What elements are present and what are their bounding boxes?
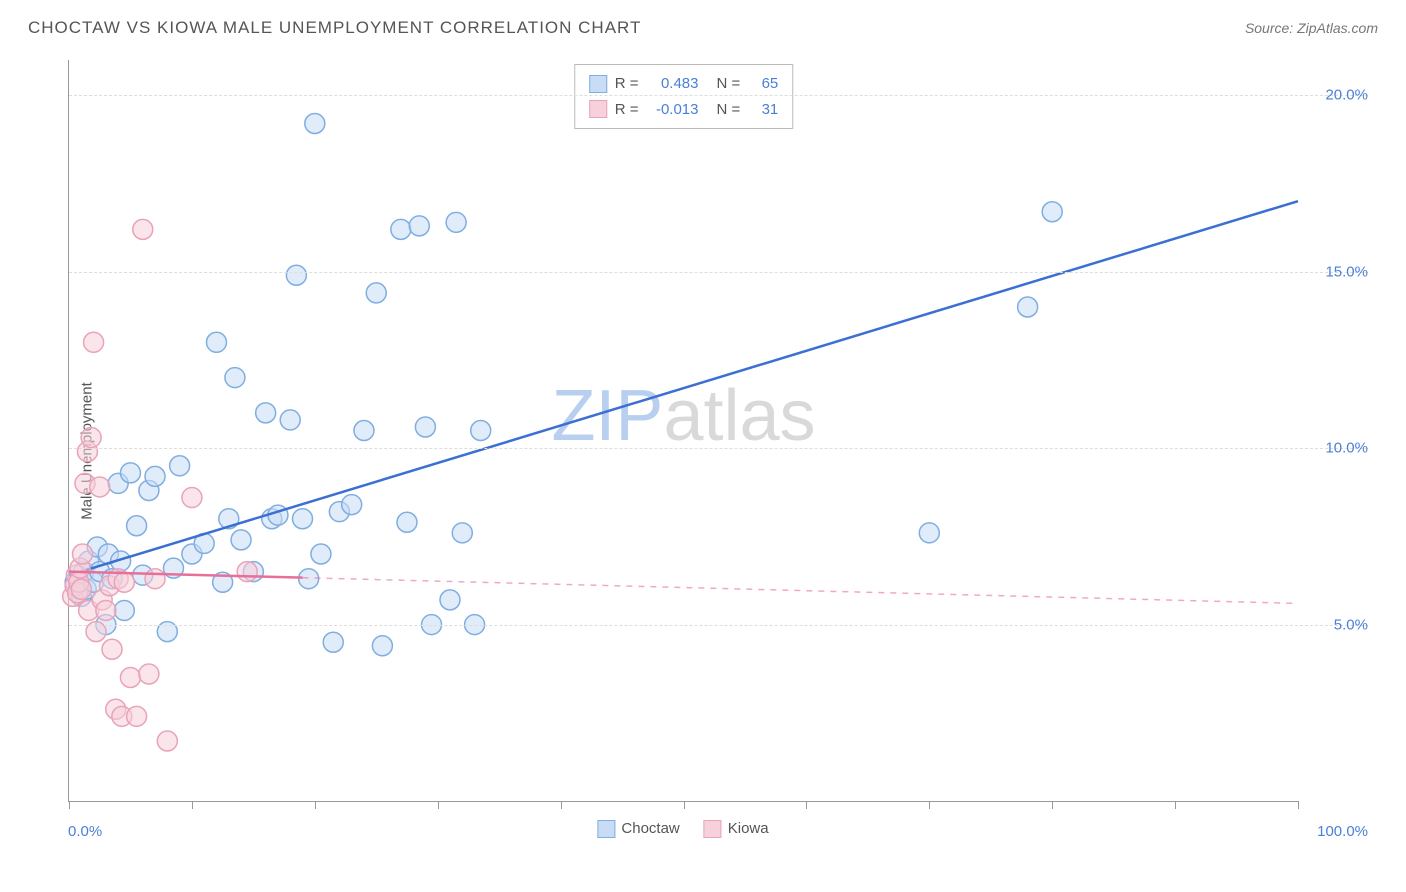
data-point — [145, 466, 165, 486]
trend-line — [69, 201, 1298, 575]
data-point — [440, 590, 460, 610]
data-point — [256, 403, 276, 423]
data-point — [182, 488, 202, 508]
data-point — [170, 456, 190, 476]
data-point — [354, 421, 374, 441]
data-point — [96, 600, 116, 620]
data-point — [280, 410, 300, 430]
x-tick — [1298, 801, 1299, 809]
x-tick — [561, 801, 562, 809]
data-point — [305, 114, 325, 134]
gridline — [69, 95, 1368, 96]
data-point — [452, 523, 472, 543]
legend-swatch — [589, 75, 607, 93]
data-point — [1018, 297, 1038, 317]
data-point — [919, 523, 939, 543]
r-label: R = — [615, 97, 639, 123]
data-point — [415, 417, 435, 437]
data-point — [102, 639, 122, 659]
n-label: N = — [717, 71, 741, 97]
data-point — [114, 600, 134, 620]
x-tick — [806, 801, 807, 809]
data-point — [372, 636, 392, 656]
data-point — [84, 332, 104, 352]
legend-item: Choctaw — [597, 820, 679, 838]
data-point — [73, 544, 93, 564]
data-point — [157, 731, 177, 751]
legend-label: Choctaw — [621, 820, 679, 837]
legend-row: R = 0.483 N = 65 — [589, 71, 779, 97]
n-value: 65 — [748, 71, 778, 97]
legend-item: Kiowa — [704, 820, 769, 838]
legend-swatch — [597, 820, 615, 838]
legend-swatch — [704, 820, 722, 838]
data-point — [120, 463, 140, 483]
r-value: 0.483 — [647, 71, 699, 97]
data-point — [114, 572, 134, 592]
x-tick — [929, 801, 930, 809]
data-point — [397, 512, 417, 532]
x-tick — [192, 801, 193, 809]
data-point — [293, 509, 313, 529]
x-tick — [438, 801, 439, 809]
source-label: Source: ZipAtlas.com — [1245, 20, 1378, 36]
data-point — [471, 421, 491, 441]
y-tick-label: 15.0% — [1325, 263, 1368, 280]
r-value: -0.013 — [647, 97, 699, 123]
data-point — [311, 544, 331, 564]
x-min-label: 0.0% — [68, 823, 102, 840]
plot-area: ZIPatlas R =0.483N =65R =-0.013N =31 5.0… — [68, 60, 1298, 802]
data-point — [120, 668, 140, 688]
legend-row: R = -0.013 N = 31 — [589, 97, 779, 123]
data-point — [127, 706, 147, 726]
legend-label: Kiowa — [728, 820, 769, 837]
n-label: N = — [717, 97, 741, 123]
data-point — [391, 219, 411, 239]
n-value: 31 — [748, 97, 778, 123]
y-tick-label: 5.0% — [1334, 616, 1368, 633]
gridline — [69, 625, 1368, 626]
x-tick — [684, 801, 685, 809]
data-point — [446, 212, 466, 232]
data-point — [231, 530, 251, 550]
data-point — [342, 495, 362, 515]
series-legend: Choctaw Kiowa — [597, 820, 768, 838]
data-point — [237, 562, 257, 582]
data-point — [225, 368, 245, 388]
data-point — [366, 283, 386, 303]
data-point — [323, 632, 343, 652]
data-point — [286, 265, 306, 285]
y-tick-label: 10.0% — [1325, 440, 1368, 457]
data-point — [409, 216, 429, 236]
gridline — [69, 448, 1368, 449]
data-point — [206, 332, 226, 352]
data-point — [81, 428, 101, 448]
x-tick — [315, 801, 316, 809]
data-point — [90, 477, 110, 497]
x-tick — [1052, 801, 1053, 809]
r-label: R = — [615, 71, 639, 97]
correlation-legend: R = 0.483 N = 65 R = -0.013 N = 31 — [574, 64, 794, 129]
x-axis-labels: 0.0% 100.0% ChoctawKiowa — [68, 810, 1298, 840]
x-tick — [69, 801, 70, 809]
gridline — [69, 272, 1368, 273]
chart-container: Male Unemployment ZIPatlas R =0.483N =65… — [28, 50, 1378, 852]
data-point — [139, 664, 159, 684]
y-tick-label: 20.0% — [1325, 87, 1368, 104]
x-max-label: 100.0% — [1317, 823, 1368, 840]
legend-swatch — [589, 100, 607, 118]
chart-title: CHOCTAW VS KIOWA MALE UNEMPLOYMENT CORRE… — [28, 18, 641, 38]
data-point — [1042, 202, 1062, 222]
data-point — [145, 569, 165, 589]
data-point — [127, 516, 147, 536]
x-tick — [1175, 801, 1176, 809]
data-point — [133, 219, 153, 239]
data-point — [71, 579, 91, 599]
chart-svg — [69, 60, 1298, 801]
